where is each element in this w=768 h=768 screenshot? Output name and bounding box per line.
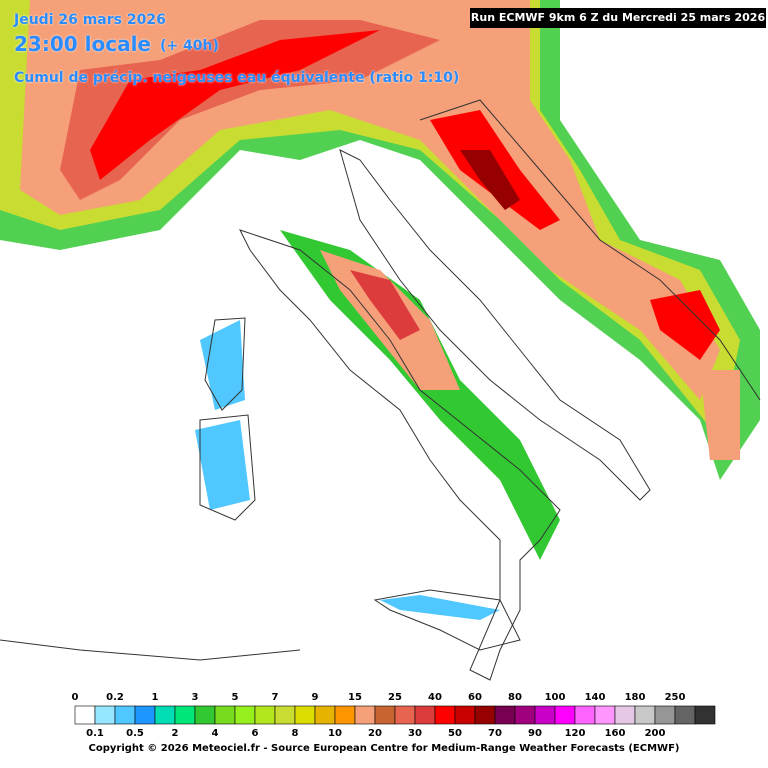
legend-swatch bbox=[334, 705, 356, 725]
legend-label: 1 bbox=[152, 692, 159, 703]
legend-swatch bbox=[274, 705, 296, 725]
precip-field bbox=[0, 0, 760, 620]
legend-swatch bbox=[574, 705, 596, 725]
legend-swatch bbox=[214, 705, 236, 725]
legend-label: 180 bbox=[625, 692, 646, 703]
legend-swatch bbox=[494, 705, 516, 725]
legend-label: 140 bbox=[585, 692, 606, 703]
legend-label: 70 bbox=[488, 728, 502, 739]
legend-label: 2 bbox=[172, 728, 179, 739]
legend-swatch bbox=[254, 705, 276, 725]
legend-swatch bbox=[534, 705, 556, 725]
lead-time: (+ 40h) bbox=[160, 38, 219, 54]
legend-swatch bbox=[94, 705, 116, 725]
legend-swatch bbox=[454, 705, 476, 725]
run-info: Run ECMWF 9km 6 Z du Mercredi 25 mars 20… bbox=[470, 8, 766, 28]
legend-label: 3 bbox=[192, 692, 199, 703]
legend-label: 80 bbox=[508, 692, 522, 703]
legend-swatch bbox=[694, 705, 716, 725]
legend-swatch bbox=[234, 705, 256, 725]
legend-label: 7 bbox=[272, 692, 279, 703]
legend-label: 200 bbox=[645, 728, 666, 739]
legend-swatch bbox=[194, 705, 216, 725]
legend-swatch bbox=[154, 705, 176, 725]
legend-label: 40 bbox=[428, 692, 442, 703]
date: Jeudi 26 mars 2026 bbox=[14, 12, 166, 28]
legend-label: 100 bbox=[545, 692, 566, 703]
legend-swatch bbox=[114, 705, 136, 725]
legend-swatch bbox=[314, 705, 336, 725]
legend-swatch bbox=[434, 705, 456, 725]
legend-swatch bbox=[174, 705, 196, 725]
time: 23:00 locale bbox=[14, 32, 151, 56]
legend-swatch bbox=[474, 705, 496, 725]
legend-label: 160 bbox=[605, 728, 626, 739]
subtitle: Cumul de précip. neigeuses eau équivalen… bbox=[14, 70, 460, 86]
legend-swatch bbox=[614, 705, 636, 725]
legend-label: 5 bbox=[232, 692, 239, 703]
legend-label: 0.1 bbox=[86, 728, 104, 739]
legend-label: 0.2 bbox=[106, 692, 124, 703]
legend-swatch bbox=[514, 705, 536, 725]
legend-label: 25 bbox=[388, 692, 402, 703]
copyright: Copyright © 2026 Meteociel.fr - Source E… bbox=[88, 743, 680, 754]
legend-swatch bbox=[374, 705, 396, 725]
legend: 0 0.1 0.2 0.5 1 2 3 4 5 6 7 8 9 10 15 20 25 30 40 50 60 70 80 9… bbox=[72, 692, 716, 739]
legend-swatch bbox=[74, 705, 96, 725]
legend-swatch bbox=[134, 705, 156, 725]
legend-label: 4 bbox=[212, 728, 219, 739]
legend-label: 10 bbox=[328, 728, 342, 739]
legend-swatch bbox=[674, 705, 696, 725]
legend-label: 9 bbox=[312, 692, 319, 703]
legend-swatch bbox=[554, 705, 576, 725]
legend-swatch bbox=[294, 705, 316, 725]
legend-label: 0 bbox=[72, 692, 79, 703]
legend-label: 20 bbox=[368, 728, 382, 739]
legend-label: 60 bbox=[468, 692, 482, 703]
legend-swatch bbox=[414, 705, 436, 725]
legend-label: 8 bbox=[292, 728, 299, 739]
legend-swatch bbox=[634, 705, 656, 725]
legend-swatch bbox=[594, 705, 616, 725]
legend-label: 50 bbox=[448, 728, 462, 739]
legend-label: 90 bbox=[528, 728, 542, 739]
legend-label: 250 bbox=[665, 692, 686, 703]
legend-swatch bbox=[394, 705, 416, 725]
legend-swatch bbox=[354, 705, 376, 725]
legend-label: 6 bbox=[252, 728, 259, 739]
legend-label: 120 bbox=[565, 728, 586, 739]
legend-label: 0.5 bbox=[126, 728, 144, 739]
legend-swatch bbox=[654, 705, 676, 725]
coastlines bbox=[0, 99, 761, 681]
legend-label: 30 bbox=[408, 728, 422, 739]
legend-label: 15 bbox=[348, 692, 362, 703]
